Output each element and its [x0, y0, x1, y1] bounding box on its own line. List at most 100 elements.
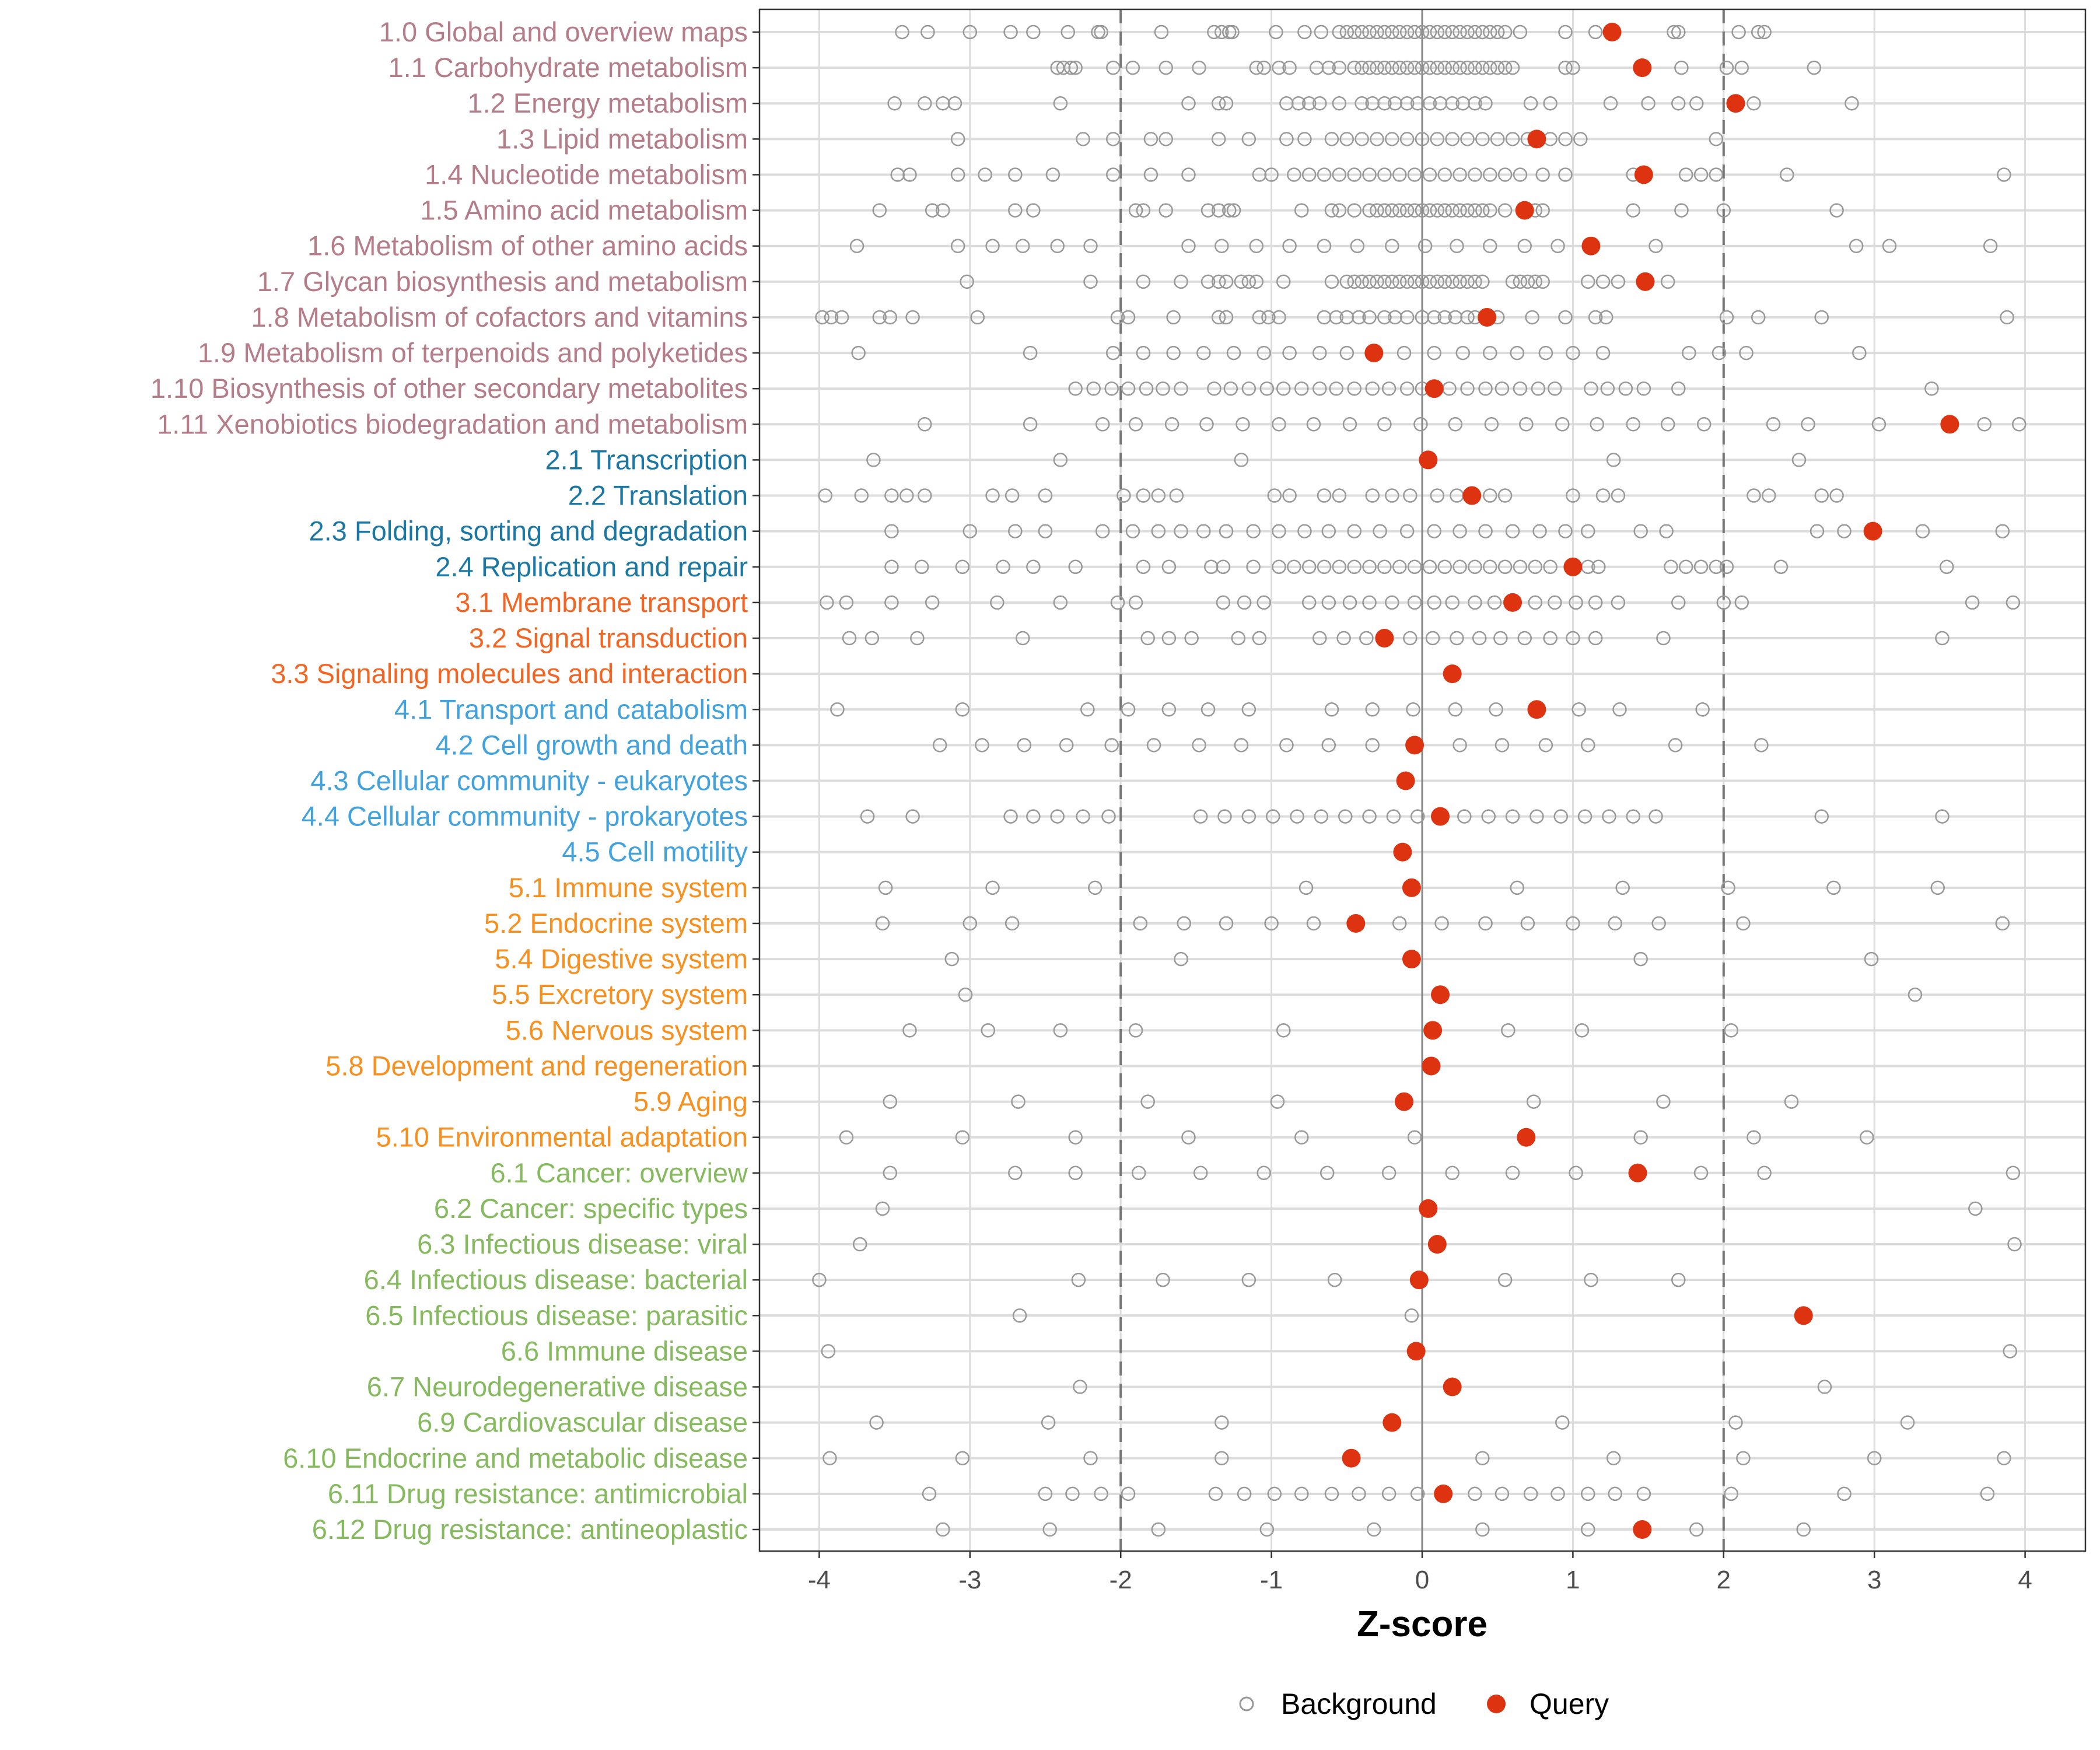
- background-point: [1434, 916, 1449, 931]
- background-point: [918, 417, 932, 432]
- background-point: [1332, 167, 1347, 182]
- background-point: [1648, 809, 1663, 824]
- background-point: [1510, 345, 1525, 360]
- background-point: [1073, 1380, 1087, 1394]
- background-point: [1106, 132, 1121, 146]
- query-point: [1427, 1235, 1447, 1254]
- background-point: [1430, 488, 1445, 503]
- background-point: [918, 96, 932, 111]
- background-point: [1321, 60, 1336, 75]
- x-tick-label: -1: [1260, 1566, 1283, 1594]
- background-point: [963, 916, 978, 931]
- background-point: [1169, 488, 1184, 503]
- background-point: [1174, 381, 1188, 396]
- background-point: [1588, 595, 1603, 610]
- background-point: [1264, 916, 1279, 931]
- background-point: [955, 702, 970, 717]
- background-point: [1301, 559, 1317, 575]
- background-point: [1837, 524, 1852, 538]
- background-point: [1780, 167, 1794, 182]
- background-point: [1200, 702, 1216, 717]
- background-point: [1332, 559, 1347, 575]
- background-point: [955, 559, 970, 575]
- background-point: [1437, 274, 1452, 289]
- background-point: [1497, 203, 1513, 218]
- query-point: [1563, 557, 1583, 576]
- background-point: [955, 1451, 970, 1466]
- background-point: [1377, 24, 1392, 40]
- background-point: [902, 1023, 917, 1038]
- background-point: [1595, 488, 1611, 503]
- background-point: [1566, 60, 1580, 75]
- background-point: [1023, 345, 1038, 360]
- background-point: [1671, 24, 1686, 40]
- background-point: [1693, 167, 1709, 182]
- background-point: [1633, 951, 1648, 967]
- background-point: [1746, 488, 1761, 503]
- background-point: [1083, 239, 1098, 253]
- category-label: 1.2 Energy metabolism: [467, 88, 748, 118]
- category-label: 1.9 Metabolism of terpenoids and polyket…: [198, 337, 748, 368]
- background-point: [1332, 203, 1347, 218]
- background-point: [960, 274, 974, 289]
- background-point: [1580, 738, 1595, 752]
- background-point: [950, 167, 965, 182]
- background-point: [1468, 24, 1482, 40]
- background-point: [1136, 203, 1151, 218]
- background-point: [1935, 631, 1950, 646]
- background-point: [834, 310, 849, 325]
- background-point: [1219, 96, 1234, 111]
- background-point: [1381, 1166, 1396, 1181]
- background-point: [1660, 274, 1675, 289]
- background-point: [1196, 524, 1211, 538]
- background-point: [910, 631, 925, 646]
- background-point: [1403, 631, 1418, 646]
- query-point: [1863, 522, 1882, 541]
- background-point: [1612, 702, 1627, 717]
- query-point: [1423, 1021, 1443, 1040]
- background-point: [884, 524, 899, 538]
- background-point: [1314, 809, 1329, 824]
- background-point: [985, 488, 1000, 503]
- background-point: [944, 951, 960, 967]
- background-point: [1437, 60, 1452, 75]
- background-point: [1166, 310, 1181, 325]
- background-point: [1312, 96, 1327, 111]
- background-point: [1298, 880, 1314, 895]
- background-point: [1520, 916, 1535, 931]
- background-point: [1207, 24, 1222, 40]
- background-point: [1381, 1486, 1396, 1502]
- background-point: [1452, 60, 1467, 75]
- background-point: [1445, 24, 1460, 40]
- background-point: [1068, 1130, 1083, 1144]
- background-point: [1422, 203, 1437, 218]
- background-point: [1026, 809, 1041, 824]
- background-point: [1216, 559, 1231, 575]
- background-point: [1249, 239, 1264, 253]
- background-point: [1377, 310, 1392, 325]
- background-point: [1211, 132, 1226, 146]
- background-point: [875, 1201, 890, 1216]
- background-point: [1671, 381, 1686, 396]
- background-point: [1270, 1094, 1285, 1109]
- background-point: [1709, 167, 1724, 182]
- background-point: [852, 1237, 867, 1252]
- background-point: [1332, 96, 1347, 111]
- background-point: [1483, 239, 1497, 253]
- background-point: [1385, 24, 1399, 40]
- background-point: [866, 453, 881, 467]
- background-point: [1814, 488, 1829, 503]
- background-point: [1422, 274, 1437, 289]
- background-point: [1136, 274, 1151, 289]
- background-point: [1050, 239, 1065, 253]
- category-label: 6.2 Cancer: specific types: [434, 1193, 748, 1224]
- background-point: [1199, 417, 1214, 432]
- background-point: [1475, 1522, 1490, 1537]
- background-point: [978, 167, 992, 182]
- background-point: [1543, 96, 1558, 111]
- background-point: [1385, 203, 1399, 218]
- background-point: [985, 239, 1000, 253]
- background-point: [864, 631, 880, 646]
- background-point: [1121, 702, 1136, 717]
- background-point: [1174, 524, 1188, 538]
